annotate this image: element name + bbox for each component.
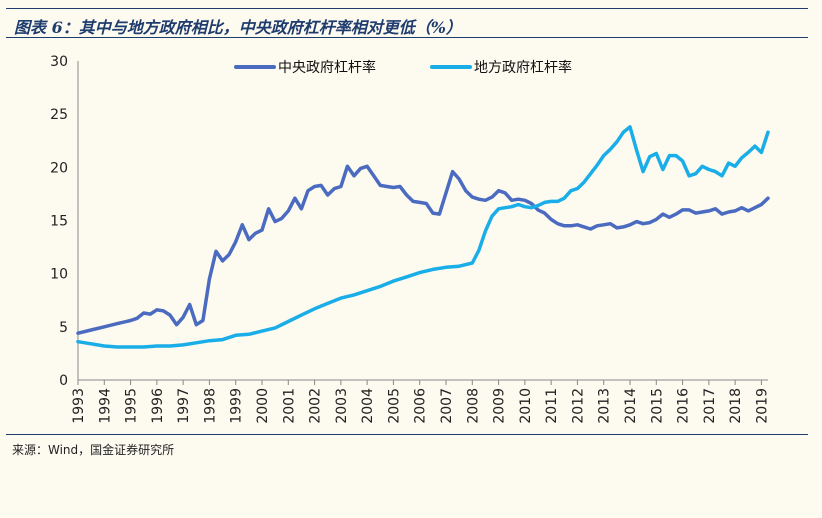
x-tick-label: 1997 <box>176 388 192 424</box>
chart-title: 图表 6：其中与地方政府相比，中央政府杠杆率相对更低（%） <box>14 18 462 37</box>
y-tick-label: 30 <box>50 54 68 70</box>
y-tick-label: 25 <box>50 107 68 123</box>
x-tick-label: 2005 <box>386 388 402 424</box>
x-tick-label: 1999 <box>229 388 245 424</box>
y-tick-label: 5 <box>59 320 68 336</box>
x-tick-label: 2004 <box>360 388 376 424</box>
x-tick-label: 2001 <box>281 388 297 424</box>
x-tick-label: 2011 <box>544 388 560 424</box>
x-tick-label: 2008 <box>465 388 481 424</box>
x-tick-label: 1993 <box>71 388 87 424</box>
legend-label: 地方政府杠杆率 <box>474 59 572 76</box>
x-tick-label: 2014 <box>623 388 639 424</box>
source-note: 来源：Wind，国金证券研究所 <box>12 443 175 457</box>
x-tick-label: 1998 <box>202 388 218 424</box>
x-tick-label: 2013 <box>597 388 613 424</box>
y-tick-label: 0 <box>59 373 68 389</box>
footer-divider <box>6 434 808 435</box>
x-tick-label: 2003 <box>334 388 350 424</box>
x-tick-label: 2000 <box>255 388 271 424</box>
x-tick-label: 2007 <box>439 388 455 424</box>
x-tick-label: 2010 <box>518 388 534 424</box>
y-tick-label: 10 <box>50 267 68 283</box>
x-tick-label: 1994 <box>97 388 113 424</box>
x-tick-label: 1996 <box>150 388 166 424</box>
y-tick-label: 15 <box>50 214 68 230</box>
x-tick-label: 2018 <box>728 388 744 424</box>
x-tick-label: 2012 <box>570 388 586 424</box>
title-bar: 图表 6：其中与地方政府相比，中央政府杠杆率相对更低（%） <box>6 8 808 38</box>
x-tick-label: 2017 <box>702 388 718 424</box>
x-tick-label: 2016 <box>676 388 692 424</box>
x-tick-label: 2015 <box>649 388 665 424</box>
x-tick-label: 2006 <box>413 388 429 424</box>
line-chart: 0 5 10 15 20 25 30 1993 1994 1995 1996 1997 1998 1999… <box>50 54 770 424</box>
series-line-local <box>76 125 770 349</box>
y-tick-label: 20 <box>50 160 68 176</box>
legend-label: 中央政府杠杆率 <box>278 59 376 76</box>
x-tick-label: 2009 <box>492 388 508 424</box>
x-tick-label: 2002 <box>308 388 324 424</box>
series-line-central <box>76 164 770 335</box>
x-tick-label: 2019 <box>754 388 770 424</box>
x-tick-label: 1995 <box>124 388 140 424</box>
